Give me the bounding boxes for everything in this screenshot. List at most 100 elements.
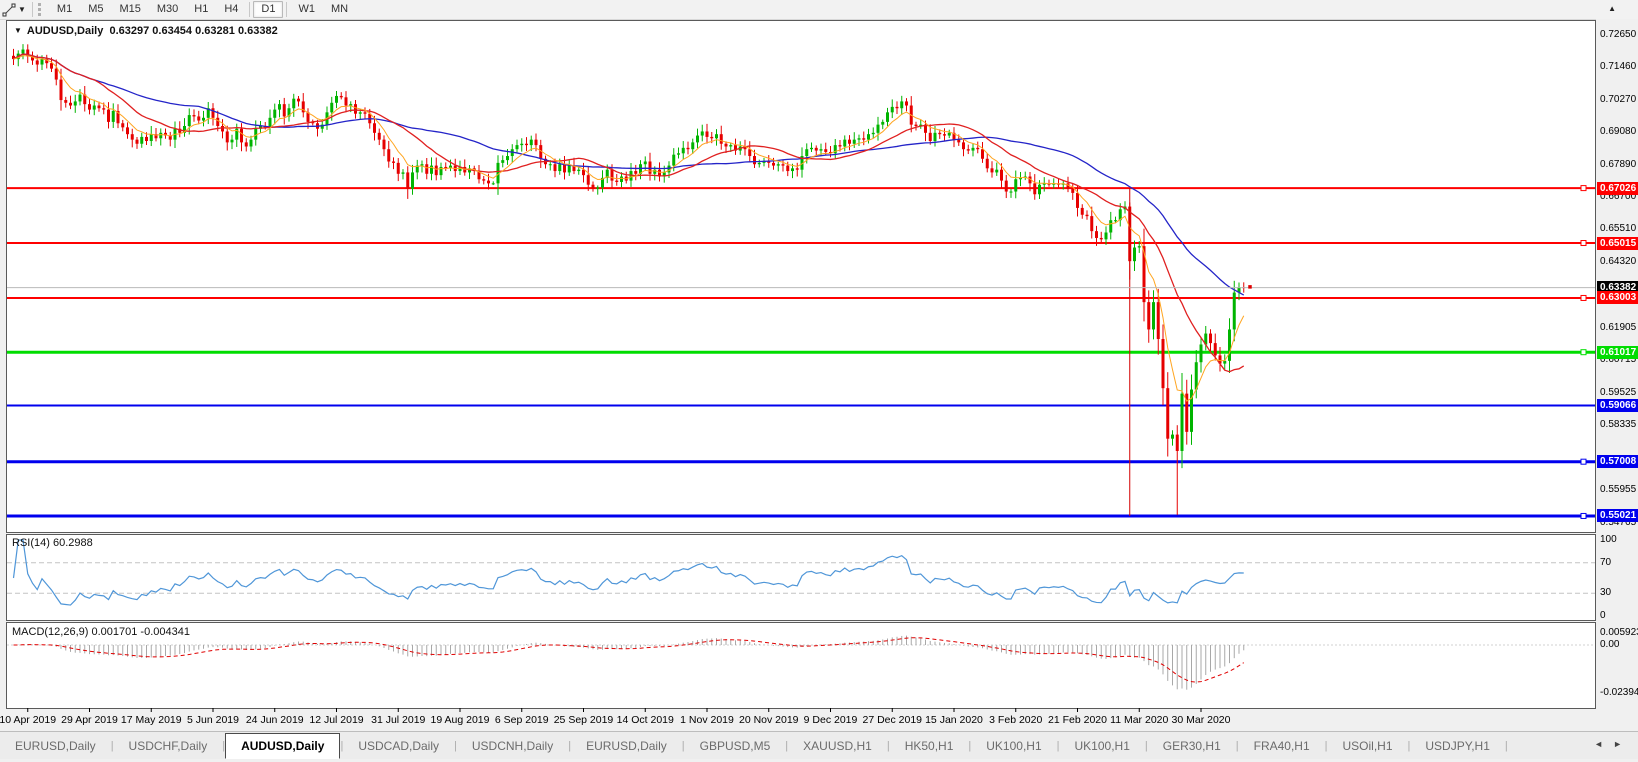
tab-separator: | (886, 739, 890, 752)
date-axis-label: 17 May 2019 (120, 714, 182, 726)
tab-separator: | (568, 739, 572, 752)
toolbar-separator (249, 2, 251, 17)
date-axis-label: 29 Apr 2019 (61, 714, 118, 726)
chart-tab-HK50-H1[interactable]: HK50,H1 (904, 738, 954, 753)
chevron-down-icon: ▼ (18, 5, 26, 14)
chart-tab-UK100-H1[interactable]: UK100,H1 (1074, 738, 1130, 753)
macd-label: MACD(12,26,9) 0.001701 -0.004341 (12, 626, 190, 638)
price-axis-tick: 0.69080 (1600, 126, 1637, 137)
price-level-tag[interactable]: 0.63003 (1597, 291, 1638, 305)
timeframe-button-H1[interactable]: H1 (194, 3, 209, 15)
price-level-tag[interactable]: 0.55021 (1597, 509, 1638, 523)
timeframe-button-M30[interactable]: M30 (156, 3, 179, 15)
line-study-icon (2, 3, 16, 16)
tab-separator: | (1144, 739, 1148, 752)
chart-tab-USDJPY-H1[interactable]: USDJPY,H1 (1425, 738, 1490, 753)
macd-axis-tick: 0.00 (1600, 639, 1620, 650)
price-level-tag[interactable]: 0.57008 (1597, 455, 1638, 469)
bar-open-value: 0.63297 (109, 25, 150, 37)
timeframe-button-W1[interactable]: W1 (298, 3, 315, 15)
date-axis-label: 25 Sep 2019 (553, 714, 614, 726)
tab-separator: | (968, 739, 972, 752)
chart-tab-UK100-H1[interactable]: UK100,H1 (986, 738, 1042, 753)
price-level-tag[interactable]: 0.63382 (1597, 281, 1638, 295)
price-axis-tick: 0.66700 (1600, 191, 1637, 202)
chart-title: ▼ AUDUSD,Daily 0.63297 0.63454 0.63281 0.… (14, 25, 278, 37)
price-axis-tick: 0.67890 (1600, 158, 1637, 170)
date-axis-label: 10 Apr 2019 (0, 714, 57, 726)
tab-scroll-arrows[interactable]: ◄► (1594, 739, 1632, 749)
chart-tab-EURUSD-Daily[interactable]: EURUSD,Daily (15, 738, 96, 753)
tab-scroll-right-icon[interactable]: ► (1613, 739, 1632, 749)
chart-tab-GBPUSD-M5[interactable]: GBPUSD,M5 (699, 738, 771, 753)
toolbar-separator (31, 2, 33, 17)
tab-separator: | (110, 739, 114, 752)
macd-axis-tick: 0.005923 (1600, 627, 1638, 639)
chart-tab-GER30-H1[interactable]: GER30,H1 (1162, 738, 1221, 753)
tab-separator: | (1407, 739, 1411, 752)
price-level-tag[interactable]: 0.67026 (1597, 181, 1638, 195)
date-axis-label: 3 Feb 2020 (989, 714, 1043, 726)
date-axis-label: 14 Oct 2019 (616, 714, 674, 726)
date-axis-label: 15 Jan 2020 (925, 714, 983, 726)
tab-separator: | (454, 739, 457, 752)
rsi-axis-tick: 100 (1600, 534, 1617, 545)
timeframe-button-M15[interactable]: M15 (119, 3, 141, 15)
chart-tab-AUDUSD-Daily[interactable]: AUDUSD,Daily (225, 733, 341, 759)
timeframe-button-MN[interactable]: MN (330, 3, 349, 15)
rsi-axis-tick: 70 (1600, 556, 1612, 568)
tab-scroll-left-icon[interactable]: ◄ (1594, 739, 1614, 749)
bar-low-value: 0.63281 (195, 25, 235, 37)
chart-symbol: AUDUSD,Daily (26, 25, 104, 37)
price-axis-tick: 0.61905 (1600, 321, 1637, 333)
line-study-cursor-button[interactable]: ▼ (0, 1, 29, 18)
chart-tab-USOil-H1[interactable]: USOil,H1 (1342, 738, 1393, 753)
price-axis-tick: 0.65510 (1600, 223, 1637, 235)
price-axis-tick: 0.58335 (1600, 419, 1637, 431)
date-axis-label: 12 Jul 2019 (309, 714, 364, 726)
bar-high-value: 0.63454 (152, 25, 193, 37)
chart-menu-icon[interactable]: ▼ (14, 26, 22, 35)
date-axis-label: 24 Jun 2019 (245, 714, 304, 726)
tab-separator: | (681, 739, 685, 752)
timeframe-button-D1[interactable]: D1 (253, 1, 284, 18)
timeframe-toolbar: ▼ M1 M5 M15 M30 H1 H4 D1 W1 MN ▲ (0, 0, 1638, 20)
date-axis-label: 21 Feb 2020 (1048, 714, 1107, 726)
macd-axis-tick: -0.02394 (1600, 686, 1638, 698)
date-axis-label: 1 Nov 2019 (680, 714, 734, 726)
date-axis-label: 27 Dec 2019 (862, 714, 923, 726)
date-axis-label: 30 Mar 2020 (1171, 714, 1231, 726)
tab-separator: | (785, 739, 789, 752)
tab-separator: | (1235, 739, 1239, 752)
tab-separator: | (222, 739, 226, 752)
chart-tab-EURUSD-Daily[interactable]: EURUSD,Daily (586, 738, 667, 753)
date-axis-label: 19 Aug 2019 (430, 714, 490, 726)
bar-close-value: 0.63382 (237, 25, 278, 37)
chart-tab-FRA40-H1[interactable]: FRA40,H1 (1253, 738, 1310, 753)
toolbar-grip[interactable] (37, 3, 45, 16)
chart-tab-USDCNH-Daily[interactable]: USDCNH,Daily (471, 738, 554, 753)
price-axis-tick: 0.70270 (1600, 93, 1637, 105)
price-level-tag[interactable]: 0.61017 (1597, 345, 1638, 359)
chart-tab-USDCHF-Daily[interactable]: USDCHF,Daily (128, 738, 208, 753)
tab-separator: | (1324, 739, 1328, 752)
date-axis-label: 5 Jun 2019 (187, 714, 239, 726)
toolbar-overflow-icon[interactable]: ▲ (1608, 4, 1616, 13)
date-axis-label: 31 Jul 2019 (371, 714, 426, 726)
toolbar-separator (286, 2, 288, 17)
price-axis-tick: 0.60715 (1600, 354, 1637, 366)
chart-tab-USDCAD-Daily[interactable]: USDCAD,Daily (358, 738, 439, 753)
timeframe-button-M5[interactable]: M5 (88, 3, 104, 15)
price-level-tag[interactable]: 0.59066 (1597, 398, 1638, 412)
timeframe-button-M1[interactable]: M1 (56, 3, 73, 15)
date-axis-label: 20 Nov 2019 (738, 714, 799, 726)
price-axis[interactable]: 0.72650 0.71460 0.70270 0.69080 0.67890 0.667… (1596, 19, 1638, 708)
price-axis-tick: 0.64320 (1600, 255, 1637, 267)
chart-tab-XAUUSD-H1[interactable]: XAUUSD,H1 (803, 738, 872, 753)
date-axis-label: 6 Sep 2019 (494, 714, 549, 726)
timeframe-button-H4[interactable]: H4 (224, 3, 239, 15)
tab-separator: | (1056, 739, 1060, 752)
price-level-tag[interactable]: 0.65015 (1597, 236, 1638, 250)
